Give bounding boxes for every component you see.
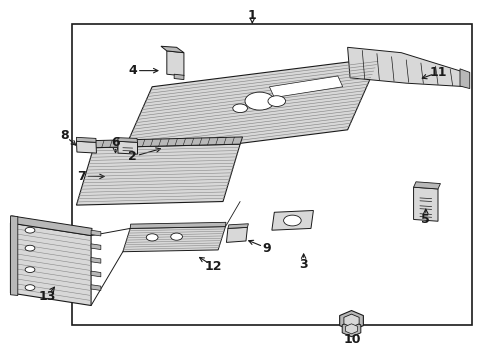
Polygon shape [272, 211, 314, 230]
Polygon shape [414, 182, 441, 189]
Polygon shape [10, 216, 92, 235]
Ellipse shape [25, 227, 35, 233]
Polygon shape [342, 321, 361, 337]
Polygon shape [347, 47, 467, 87]
Polygon shape [121, 58, 379, 158]
Ellipse shape [25, 267, 35, 273]
Polygon shape [76, 144, 240, 205]
Polygon shape [123, 226, 225, 252]
Polygon shape [91, 244, 101, 249]
Text: 7: 7 [77, 170, 86, 183]
Polygon shape [91, 230, 101, 236]
Polygon shape [91, 285, 101, 291]
Ellipse shape [147, 234, 158, 241]
Polygon shape [10, 223, 91, 306]
Polygon shape [130, 222, 226, 228]
Polygon shape [118, 138, 138, 142]
Text: 9: 9 [263, 242, 271, 255]
Ellipse shape [171, 233, 182, 240]
Bar [72, 24, 472, 325]
Ellipse shape [25, 245, 35, 251]
Text: 11: 11 [429, 66, 447, 79]
Text: 13: 13 [38, 290, 56, 303]
Polygon shape [345, 324, 357, 334]
Ellipse shape [245, 92, 274, 110]
Polygon shape [414, 187, 438, 221]
Text: 4: 4 [128, 64, 137, 77]
Polygon shape [174, 74, 184, 80]
Polygon shape [226, 227, 247, 242]
Ellipse shape [268, 96, 286, 107]
Text: 2: 2 [128, 150, 137, 163]
Text: 5: 5 [421, 213, 430, 226]
Polygon shape [10, 216, 18, 296]
Ellipse shape [233, 104, 247, 113]
Polygon shape [76, 137, 96, 142]
Polygon shape [228, 224, 248, 228]
Text: 3: 3 [299, 258, 308, 271]
Text: 6: 6 [111, 136, 120, 149]
Polygon shape [91, 257, 101, 263]
Polygon shape [76, 141, 97, 153]
Polygon shape [340, 311, 364, 330]
Polygon shape [167, 51, 184, 76]
Polygon shape [94, 137, 243, 148]
Polygon shape [118, 141, 138, 154]
Polygon shape [344, 314, 359, 327]
Text: 1: 1 [248, 9, 257, 22]
Polygon shape [460, 69, 470, 89]
Polygon shape [91, 271, 101, 277]
Text: 8: 8 [60, 129, 69, 142]
Polygon shape [161, 46, 184, 53]
Text: 12: 12 [204, 260, 222, 273]
Ellipse shape [25, 285, 35, 291]
Polygon shape [270, 76, 343, 98]
Text: 10: 10 [344, 333, 361, 346]
Ellipse shape [284, 215, 301, 226]
